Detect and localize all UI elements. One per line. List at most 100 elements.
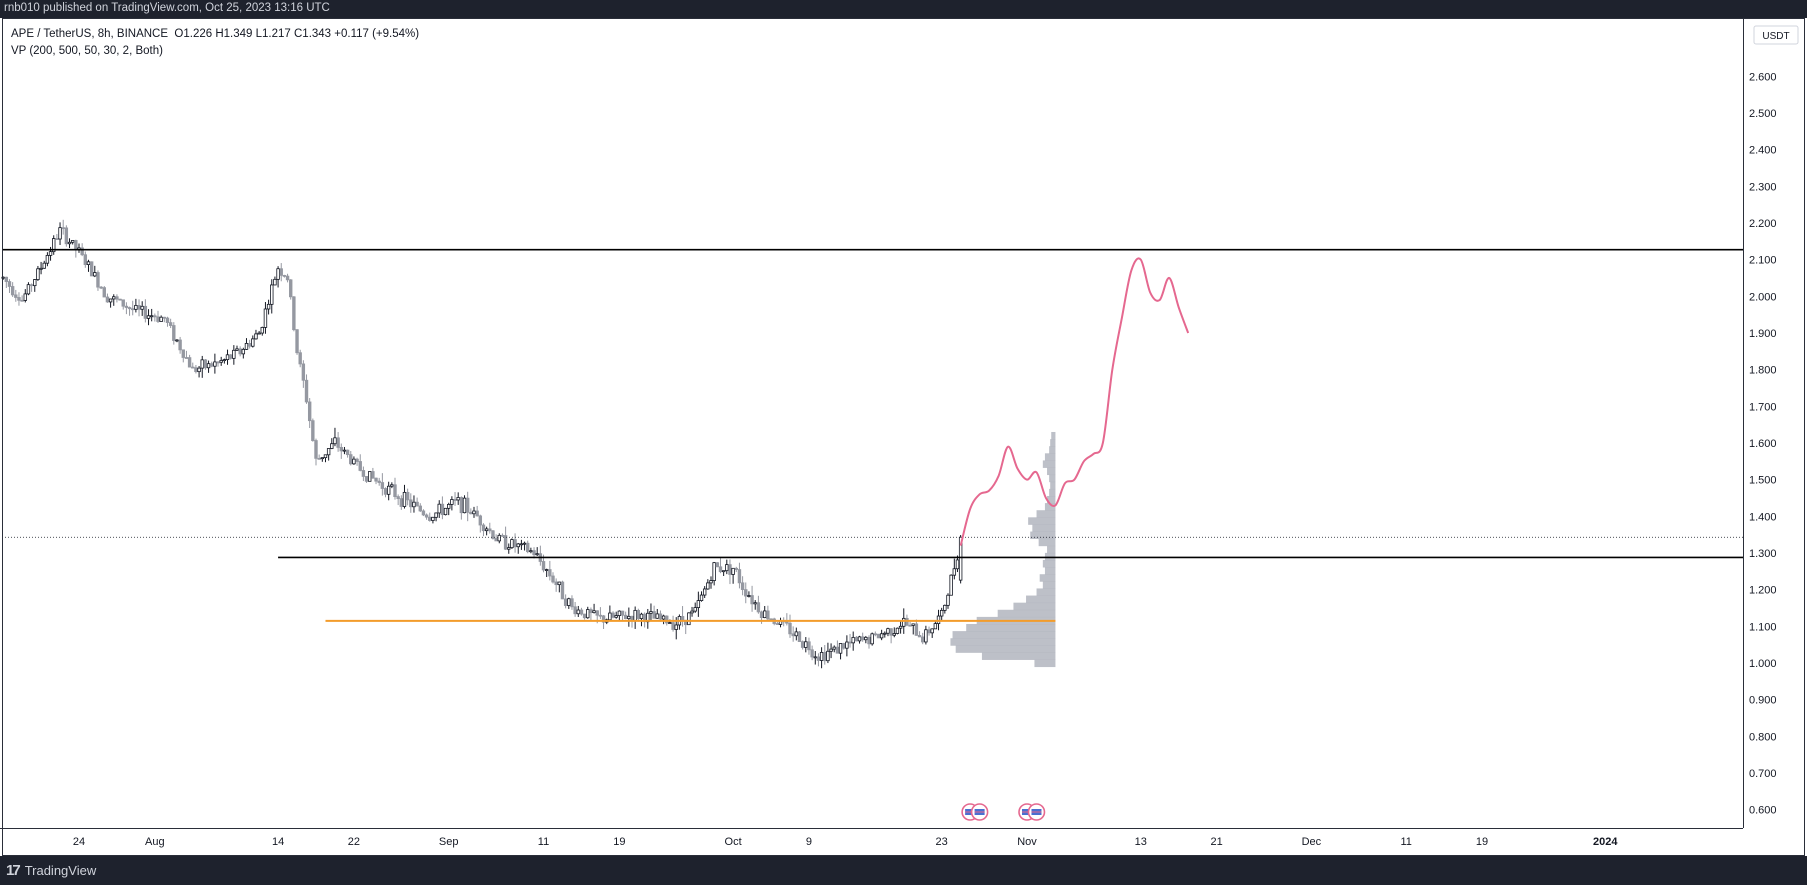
candle-body — [484, 528, 489, 532]
candle-body — [412, 501, 416, 508]
projection[interactable] — [959, 257, 1190, 546]
candle-body — [434, 512, 438, 518]
candle-body — [26, 284, 31, 295]
candle-body — [345, 449, 350, 456]
time-tick-label: 9 — [806, 836, 812, 848]
candle-body — [61, 227, 65, 230]
price-tick-label: 2.000 — [1749, 291, 1777, 303]
candle-body — [614, 615, 618, 618]
candle-body — [33, 279, 37, 287]
tradingview-logo[interactable]: 17 TradingView — [6, 862, 96, 879]
candle-body — [586, 609, 590, 619]
time-tick-label: Aug — [145, 836, 165, 848]
candle-body — [955, 559, 960, 570]
price-tick-label: 1.900 — [1749, 328, 1777, 340]
candle-body — [649, 611, 653, 614]
candle-body — [481, 524, 486, 532]
candle-body — [522, 542, 527, 545]
candle-body — [447, 504, 451, 509]
candle-body — [551, 575, 555, 583]
candle-body — [270, 284, 274, 305]
candle-body — [339, 447, 343, 452]
candle-body — [222, 359, 227, 362]
time-tick-label: 19 — [1476, 836, 1488, 848]
candle-body — [247, 343, 252, 347]
volume-profile-bar — [950, 638, 1056, 646]
volume-profile — [950, 431, 1056, 668]
candle-body — [611, 612, 615, 618]
candle-body — [665, 615, 669, 624]
time-tick-label: 11 — [538, 836, 549, 848]
candle-body — [715, 562, 720, 568]
candle-body — [541, 561, 546, 571]
candle-body — [895, 627, 900, 634]
candle-body — [440, 503, 445, 516]
time-tick-label: 11 — [1400, 836, 1411, 848]
candle-body — [36, 268, 40, 280]
currency-button[interactable] — [1753, 25, 1799, 45]
candle-body — [800, 641, 805, 648]
candle-body — [295, 329, 299, 354]
candle-body — [273, 278, 277, 286]
candle-body — [52, 238, 56, 253]
candle-body — [55, 238, 59, 240]
volume-profile-bar — [1049, 446, 1056, 454]
candle-body — [17, 297, 21, 301]
price-tick-label: 1.800 — [1749, 365, 1777, 377]
candle-body — [64, 227, 69, 245]
candle-body — [503, 535, 508, 550]
candle-body — [488, 528, 492, 532]
candle-body — [857, 636, 862, 642]
candle-body — [23, 293, 27, 301]
ohlc-values: O1.226 H1.349 L1.217 C1.343 +0.117 (+9.5… — [174, 28, 420, 40]
candle-body — [197, 367, 201, 373]
time-tick-label: 13 — [1135, 836, 1147, 848]
candle-body — [175, 339, 179, 342]
candle-body — [595, 610, 599, 616]
price-chart[interactable]: 2.1271.2881.34302:43:50 USDT2.6002.5002.… — [0, 18, 1807, 856]
candle-body — [835, 646, 840, 654]
candle-body — [225, 354, 230, 361]
candle-body — [131, 308, 135, 311]
candle-body — [181, 349, 185, 358]
candle-body — [699, 594, 704, 601]
candle-body — [333, 437, 337, 445]
candle-body — [671, 622, 675, 630]
candle-body — [636, 609, 641, 619]
candle-body — [737, 569, 742, 584]
candle-body — [933, 623, 938, 630]
candle-body — [516, 543, 520, 548]
candle-body — [342, 449, 347, 452]
projection-curve[interactable] — [959, 257, 1190, 546]
price-axis[interactable]: USDT 2.600 2.500 2.400 2.300 2.200 2.100 2.000 1… — [0, 18, 1807, 856]
price-tick-label: 2.300 — [1749, 181, 1777, 193]
volume-profile-bar — [1036, 510, 1056, 518]
time-tick-label: 24 — [73, 836, 85, 848]
candle-body — [304, 379, 309, 403]
candle-body — [402, 491, 407, 507]
candle-body — [156, 316, 160, 322]
candle-body — [140, 305, 144, 310]
candle-body — [424, 514, 429, 518]
candle-body — [867, 636, 871, 645]
candle-body — [943, 604, 947, 611]
candle-body — [216, 361, 220, 364]
price-tick-label: 1.700 — [1749, 401, 1777, 413]
candle-body — [563, 598, 568, 606]
candle-body — [146, 315, 151, 319]
candle-body — [794, 631, 799, 637]
candle-body — [668, 622, 672, 624]
candle-body — [450, 499, 454, 505]
volume-profile-bar — [1036, 588, 1056, 596]
candle-body — [709, 580, 713, 584]
candle-body — [832, 646, 836, 650]
symbol-label[interactable]: APE / TetherUS, 8h, BINANCE — [11, 28, 169, 40]
candle-body — [687, 612, 691, 626]
event-markers[interactable] — [961, 803, 1046, 821]
price-axis-bg — [1743, 18, 1807, 856]
time-axis[interactable]: 24 Aug 14 22 Sep 11 19 Oct 9 23 Nov 13 21 Dec 11 19 2024 — [73, 836, 1619, 848]
candle-body — [958, 536, 963, 581]
indicator-label[interactable]: VP (200, 500, 50, 30, 2, Both) — [11, 45, 163, 57]
candle-body — [320, 457, 325, 460]
candle-body — [917, 634, 922, 638]
